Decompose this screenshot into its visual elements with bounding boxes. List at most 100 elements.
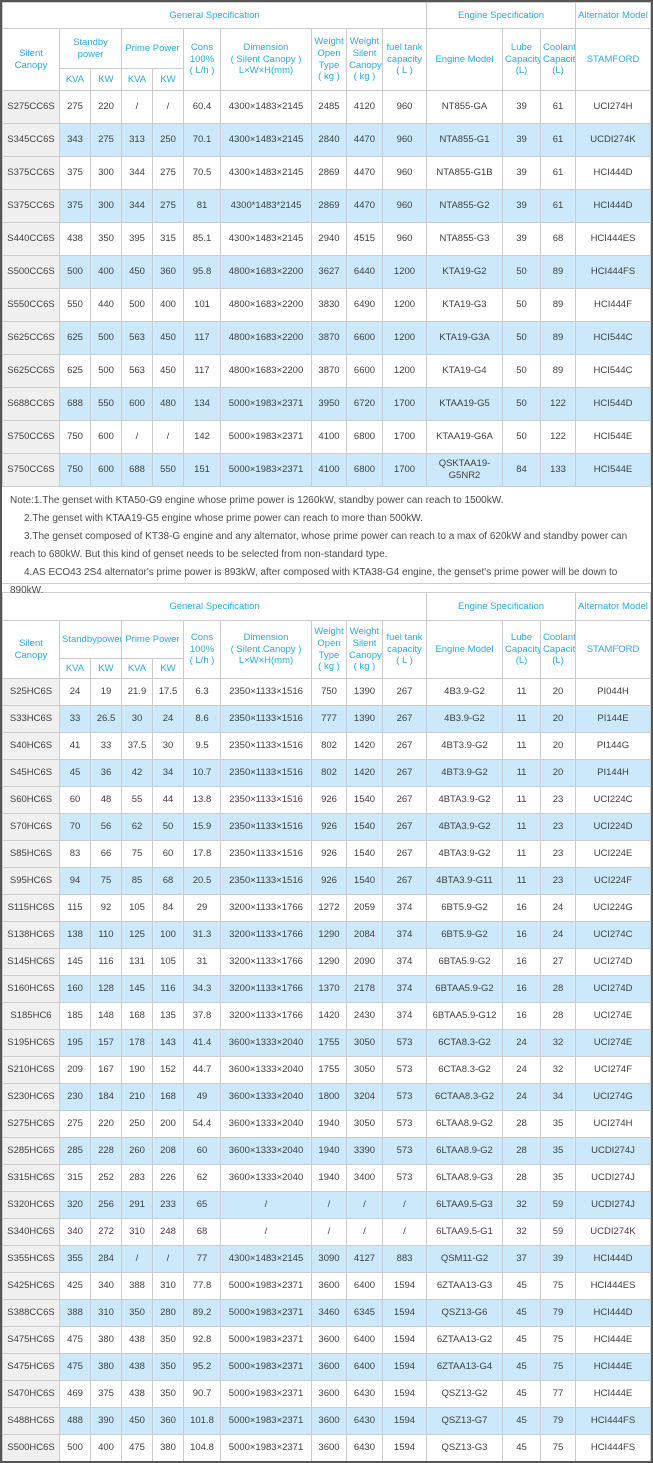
model-link[interactable]: S25HC6S — [2, 678, 60, 706]
spec-cell: NTA855-G2 — [426, 189, 503, 223]
spec-cell: 400 — [90, 255, 122, 289]
model-link[interactable]: S195HC6S — [2, 1029, 60, 1057]
spec-cell: 233 — [152, 1191, 184, 1219]
model-link[interactable]: S750CC6S — [2, 453, 60, 487]
model-link[interactable]: S550CC6S — [2, 288, 60, 322]
model-link[interactable]: S475HC6S — [2, 1353, 60, 1381]
note-line: Note:1.The genset with KTA50-G9 engine w… — [10, 495, 504, 506]
spec-cell: 3600×1333×2040 — [220, 1029, 312, 1057]
model-link[interactable]: S315HC6S — [2, 1164, 60, 1192]
spec-cell: 6BTAA5.9-G2 — [426, 975, 503, 1003]
spec-cell: 275 — [59, 90, 91, 124]
model-link[interactable]: S145HC6S — [2, 948, 60, 976]
table-row: S185HC6 185 148 168 135 37.8 3200×1133×1766 142… — [2, 1002, 651, 1030]
engine-spec-header: Engine Specification — [425, 592, 577, 621]
spec-cell: 1540 — [346, 786, 383, 814]
model-link[interactable]: S375CC6S — [2, 156, 60, 190]
model-link[interactable]: S470HC6S — [2, 1380, 60, 1408]
unit-kw: KW — [90, 658, 122, 679]
spec-cell: 167 — [90, 1056, 122, 1084]
table-row: S750CC6S 750 600 688 550 151 5000×1983×2371 410… — [2, 453, 651, 487]
model-link[interactable]: S500HC6S — [2, 1434, 60, 1461]
spec-cell: 85 — [121, 867, 153, 895]
spec-cell: / — [152, 1245, 184, 1273]
model-link[interactable]: S750CC6S — [2, 420, 60, 454]
model-link[interactable]: S60HC6S — [2, 786, 60, 814]
model-link[interactable]: S275CC6S — [2, 90, 60, 124]
model-link[interactable]: S95HC6S — [2, 867, 60, 895]
model-link[interactable]: S70HC6S — [2, 813, 60, 841]
spec-cell: 65 — [183, 1191, 221, 1219]
spec-cell: 6440 — [346, 255, 383, 289]
model-link[interactable]: S625CC6S — [2, 354, 60, 388]
spec-cell: 550 — [59, 288, 91, 322]
model-link[interactable]: S40HC6S — [2, 732, 60, 760]
model-link[interactable]: S440CC6S — [2, 222, 60, 256]
model-link[interactable]: S625CC6S — [2, 321, 60, 355]
model-link[interactable]: S115HC6S — [2, 894, 60, 922]
spec-cell: HCI444D — [575, 1299, 651, 1327]
spec-cell: 375 — [90, 1380, 122, 1408]
spec-cell: 24 — [502, 1056, 541, 1084]
spec-cell: 3600×1333×2040 — [220, 1164, 312, 1192]
spec-cell: 3200×1133×1766 — [220, 894, 312, 922]
model-link[interactable]: S475HC6S — [2, 1326, 60, 1354]
spec-cell: 450 — [121, 1407, 153, 1435]
model-link[interactable]: S210HC6S — [2, 1056, 60, 1084]
col-standby-power: Standbypower — [59, 620, 122, 659]
model-link[interactable]: S488HC6S — [2, 1407, 60, 1435]
model-link[interactable]: S230HC6S — [2, 1083, 60, 1111]
spec-cell: 400 — [90, 1434, 122, 1461]
spec-cell: 280 — [152, 1299, 184, 1327]
model-link[interactable]: S688CC6S — [2, 387, 60, 421]
table-row: S355HC6S 355 284//77 4300×1483×2145 3090 4127… — [2, 1245, 651, 1273]
spec-cell: 1370 — [311, 975, 347, 1003]
model-link[interactable]: S388CC6S — [2, 1299, 60, 1327]
model-link[interactable]: S285HC6S — [2, 1137, 60, 1165]
model-link[interactable]: S345CC6S — [2, 123, 60, 157]
model-link[interactable]: S185HC6 — [2, 1002, 60, 1030]
col-lube-capacity: Lube Capacity (L) — [502, 620, 541, 679]
col-weight-open: Weight Open Type ( kg ) — [311, 28, 347, 91]
model-link[interactable]: S425HC6S — [2, 1272, 60, 1300]
model-link[interactable]: S33HC6S — [2, 705, 60, 733]
spec-cell: 230 — [59, 1083, 91, 1111]
spec-cell: 70.5 — [183, 156, 221, 190]
model-link[interactable]: S500CC6S — [2, 255, 60, 289]
model-link[interactable]: S340HC6S — [2, 1218, 60, 1246]
model-link[interactable]: S85HC6S — [2, 840, 60, 868]
spec-cell: 450 — [152, 321, 184, 355]
spec-cell: 960 — [382, 222, 427, 256]
model-link[interactable]: S375CC6S — [2, 189, 60, 223]
spec-cell: 11 — [502, 786, 541, 814]
spec-cell: 1200 — [382, 288, 427, 322]
model-link[interactable]: S355HC6S — [2, 1245, 60, 1273]
spec-cell: UCI274F — [575, 1056, 651, 1084]
table-row: S230HC6S 230 184 210 168 49 3600×1333×2040 1800… — [2, 1083, 651, 1111]
spec-cell: 320 — [59, 1191, 91, 1219]
spec-cell: / — [152, 420, 184, 454]
spec-cell: 500 — [121, 288, 153, 322]
spec-cell: 23 — [539, 813, 577, 841]
spec-cell: 1700 — [382, 453, 427, 487]
spec-cell: 3600×1333×2040 — [220, 1110, 312, 1138]
model-link[interactable]: S160HC6S — [2, 975, 60, 1003]
spec-cell: 344 — [121, 189, 153, 223]
spec-cell: 61 — [539, 123, 577, 157]
model-link[interactable]: S275HC6S — [2, 1110, 60, 1138]
spec-cell: 168 — [152, 1083, 184, 1111]
spec-cell: 573 — [382, 1029, 427, 1057]
spec-cell: 267 — [382, 813, 427, 841]
model-link[interactable]: S45HC6S — [2, 759, 60, 787]
unit-kw: KW — [90, 68, 122, 91]
table-row: S750CC6S 750 600//142 5000×1983×2371 4100 680… — [2, 420, 651, 454]
spec-cell: 6720 — [346, 387, 383, 421]
spec-cell: 1540 — [346, 867, 383, 895]
model-link[interactable]: S138HC6S — [2, 921, 60, 949]
spec-cell: 5000×1983×2371 — [220, 1353, 312, 1381]
spec-cell: 3050 — [346, 1029, 383, 1057]
spec-cell: HCI444FS — [575, 255, 651, 289]
model-link[interactable]: S320HC6S — [2, 1191, 60, 1219]
spec-cell: 388 — [121, 1272, 153, 1300]
spec-cell: 315 — [152, 222, 184, 256]
